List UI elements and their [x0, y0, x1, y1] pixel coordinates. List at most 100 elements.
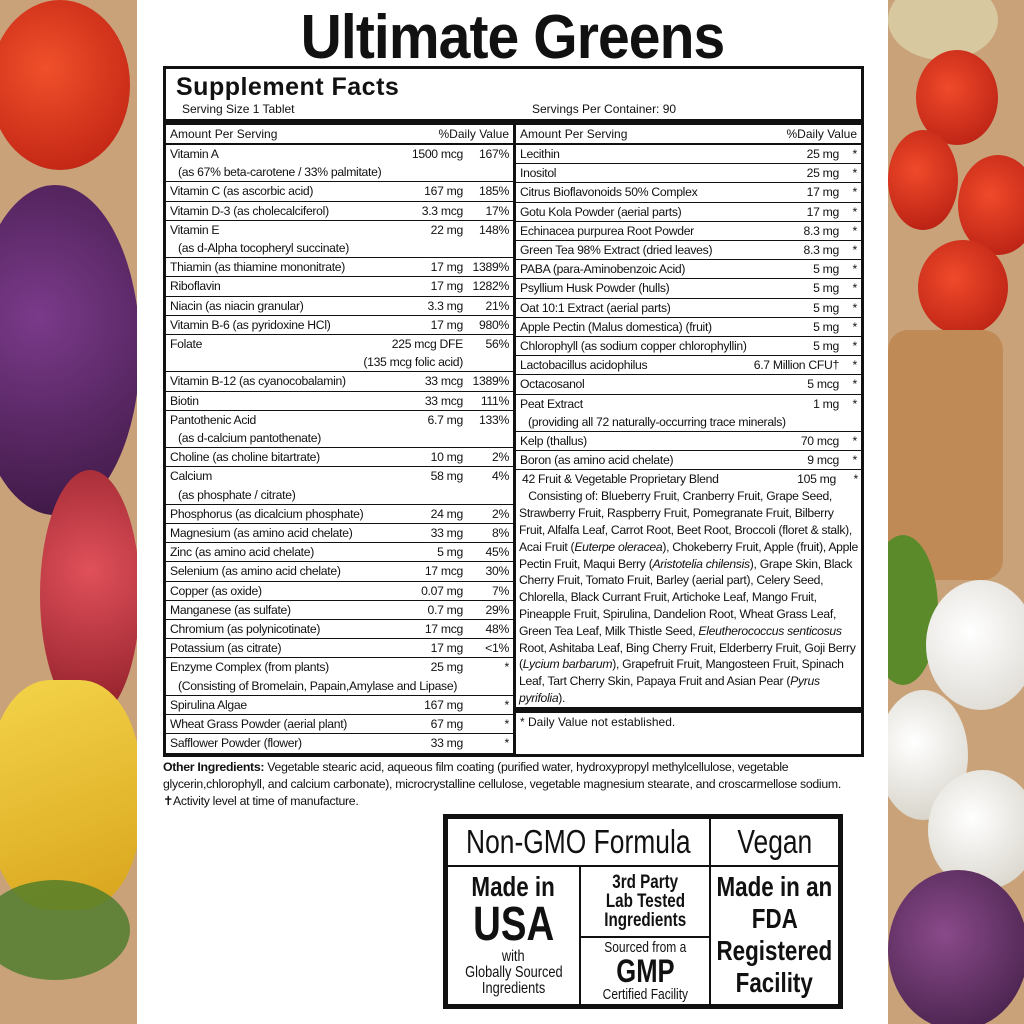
nutrient-dv: 980%	[479, 317, 509, 332]
blend-ingredients-segment: Aristotelia chilensis	[652, 556, 750, 571]
nutrient-name: Phosphorus (as dicalcium phosphate)	[170, 506, 364, 521]
certified-text: Certified Facility	[602, 985, 688, 1003]
nutrient-source: (as d-Alpha tocopheryl succinate)	[178, 241, 349, 256]
nutrient-line: Vitamin E 22 mg 148%	[170, 221, 509, 239]
badge-non-gmo: Non-GMO Formula	[446, 816, 711, 867]
nutrient-amount: 8.3 mg	[803, 243, 840, 258]
nutrient-dv: *	[852, 358, 858, 373]
ingredients-text: Ingredients	[481, 980, 546, 997]
nutrient-amount: 24 mg	[430, 506, 464, 521]
nutrient-row: Psyllium Husk Powder (hulls) 5 mg *	[516, 279, 861, 299]
nutrient-dv: *	[852, 185, 858, 200]
tested-ingredients-text: Ingredients	[604, 909, 686, 931]
nutrient-row: Vitamin D-3 (as cholecalciferol) 3.3 mcg 1…	[166, 202, 513, 221]
dv-header: %Daily Value	[786, 127, 857, 141]
nutrient-name: Kelp (thallus)	[520, 434, 587, 449]
nutrient-row: Copper (as oxide) 0.07 mg 7%	[166, 582, 513, 601]
gmp-text: GMP	[615, 952, 675, 989]
nutrient-row: Safflower Powder (flower) 33 mg *	[166, 734, 513, 754]
nutrient-name: Copper (as oxide)	[170, 583, 262, 598]
nutrient-line: Selenium (as amino acid chelate) 17 mcg 30…	[170, 562, 509, 580]
nutrient-name: Vitamin D-3 (as cholecalciferol)	[170, 203, 329, 218]
nutrient-name: Vitamin B-12 (as cyanocobalamin)	[170, 374, 346, 389]
nutrient-row: Selenium (as amino acid chelate) 17 mcg 30…	[166, 562, 513, 582]
nutrient-dv: 111%	[480, 393, 509, 408]
nutrient-row: Thiamin (as thiamine mononitrate) 17 mg 13…	[166, 258, 513, 278]
nutrient-name: Chromium (as polynicotinate)	[170, 622, 321, 637]
other-ingredients: Other Ingredients: Vegetable stearic aci…	[163, 759, 864, 810]
other-ingredients-text: Vegetable stearic acid, aqueous film coa…	[163, 759, 841, 791]
nutrient-dv: 1282%	[472, 279, 510, 294]
nutrient-dv: *	[852, 281, 858, 296]
nutrient-amount: 0.07 mg	[421, 583, 463, 598]
nutrient-row: Riboflavin 17 mg 1282%	[166, 277, 513, 297]
nutrient-name: Citrus Bioflavonoids 50% Complex	[520, 185, 698, 200]
nutrient-dv: 1389%	[472, 374, 510, 389]
nutrient-name: Lecithin	[520, 147, 560, 161]
nutrient-line: Vitamin B-12 (as cyanocobalamin) 33 mcg 13…	[170, 372, 509, 390]
nutrient-row: Folate 225 mcg DFE 56% (135 mcg folic acid)	[166, 335, 513, 373]
nutrient-dv: 30%	[485, 564, 510, 579]
nutrient-line: Citrus Bioflavonoids 50% Complex 17 mg *	[520, 183, 857, 201]
nutrient-amount: 1500 mcg	[411, 147, 463, 161]
nutrient-amount: 225 mcg DFE	[391, 337, 464, 352]
nutrient-row: Citrus Bioflavonoids 50% Complex 17 mg *	[516, 183, 861, 203]
nutrient-row: Vitamin E 22 mg 148% (as d-Alpha tocopheryl…	[166, 221, 513, 259]
nutrient-amount: 8.3 mg	[803, 223, 840, 238]
nutrient-dv: 7%	[491, 583, 509, 598]
nutrient-dv: 4%	[491, 469, 509, 484]
nutrient-dv: 29%	[485, 602, 510, 617]
nutrient-line: Potassium (as citrate) 17 mg <1%	[170, 639, 509, 657]
nutrient-amount: 17 mg	[430, 641, 464, 656]
nutrient-row: Zinc (as amino acid chelate) 5 mg 45%	[166, 543, 513, 563]
label-content: Supplement Facts Serving Size 1 Tablet S…	[163, 66, 864, 1009]
nutrient-line: Enzyme Complex (from plants) 25 mg *	[170, 658, 509, 676]
nutrient-source: (as d-calcium pantothenate)	[178, 431, 321, 446]
nutrient-line: Inositol 25 mg *	[520, 164, 857, 182]
nutrient-amount: 17 mcg	[424, 622, 463, 637]
produce-photo-left	[0, 0, 137, 1024]
serving-info: Serving Size 1 Tablet Servings Per Conta…	[166, 101, 861, 119]
nutrient-row: Potassium (as citrate) 17 mg <1%	[166, 639, 513, 659]
nutrient-row: Lactobacillus acidophilus 6.7 Million CFU…	[516, 356, 861, 376]
nutrient-source: (providing all 72 naturally-occurring tr…	[528, 414, 786, 429]
nutrient-amount: 5 mg	[813, 262, 839, 277]
nutrient-amount: 17 mg	[806, 204, 840, 219]
nutrient-line: Riboflavin 17 mg 1282%	[170, 277, 509, 295]
nutrient-amount: 5 mcg	[807, 377, 839, 392]
nutrient-name: Oat 10:1 Extract (aerial parts)	[520, 300, 671, 315]
nutrient-line: Vitamin A 1500 mcg 167%	[170, 145, 509, 163]
nutrient-name: Vitamin A	[170, 147, 219, 161]
nutrient-line: Niacin (as niacin granular) 3.3 mg 21%	[170, 297, 509, 315]
nutrient-dv: *	[852, 300, 858, 315]
nutrient-line: Vitamin C (as ascorbic acid) 167 mg 185%	[170, 182, 509, 200]
nutrient-dv: 56%	[485, 337, 510, 352]
nutrient-dv: 17%	[485, 203, 510, 218]
nutrient-name: Enzyme Complex (from plants)	[170, 660, 329, 675]
certification-badges: Non-GMO Formula Vegan Made in USA with G…	[443, 813, 843, 1009]
nutrient-amount: 5 mg	[813, 300, 839, 315]
nutrient-name: Boron (as amino acid chelate)	[520, 453, 674, 468]
nutrient-amount: 1 mg	[813, 396, 839, 411]
nutrient-amount: 167 mg	[424, 697, 463, 712]
vegan-text: Vegan	[737, 823, 812, 860]
nutrient-dv: *	[852, 339, 858, 354]
nutrient-name: Magnesium (as amino acid chelate)	[170, 526, 353, 541]
nutrient-line: Spirulina Algae 167 mg *	[170, 696, 509, 714]
blend-ingredients-segment: ), Grape Skin, Black Cherry Fruit, Tomat…	[519, 556, 856, 638]
nutrient-name: Manganese (as sulfate)	[170, 602, 291, 617]
badge-vegan: Vegan	[709, 816, 840, 867]
nutrient-name: Potassium (as citrate)	[170, 641, 282, 656]
nutrient-amount: 17 mg	[430, 260, 464, 275]
nutrient-row: Pantothenic Acid 6.7 mg 133% (as d-calcium …	[166, 411, 513, 449]
nutrient-amount: 25 mg	[430, 660, 464, 675]
nutrient-row: PABA (para-Aminobenzoic Acid) 5 mg *	[516, 260, 861, 280]
nutrient-row: Gotu Kola Powder (aerial parts) 17 mg *	[516, 203, 861, 222]
nutrient-amount: 58 mg	[430, 469, 464, 484]
servings-per-container: Servings Per Container: 90	[532, 102, 677, 116]
nutrient-dv: 133%	[479, 412, 509, 427]
product-title: Ultimate Greens	[300, 3, 726, 72]
blend-ingredients-segment: Eleutherococcus senticosus	[698, 623, 842, 638]
nutrient-dv: *	[852, 396, 858, 411]
nutrient-amount: 0.7 mg	[427, 602, 464, 617]
